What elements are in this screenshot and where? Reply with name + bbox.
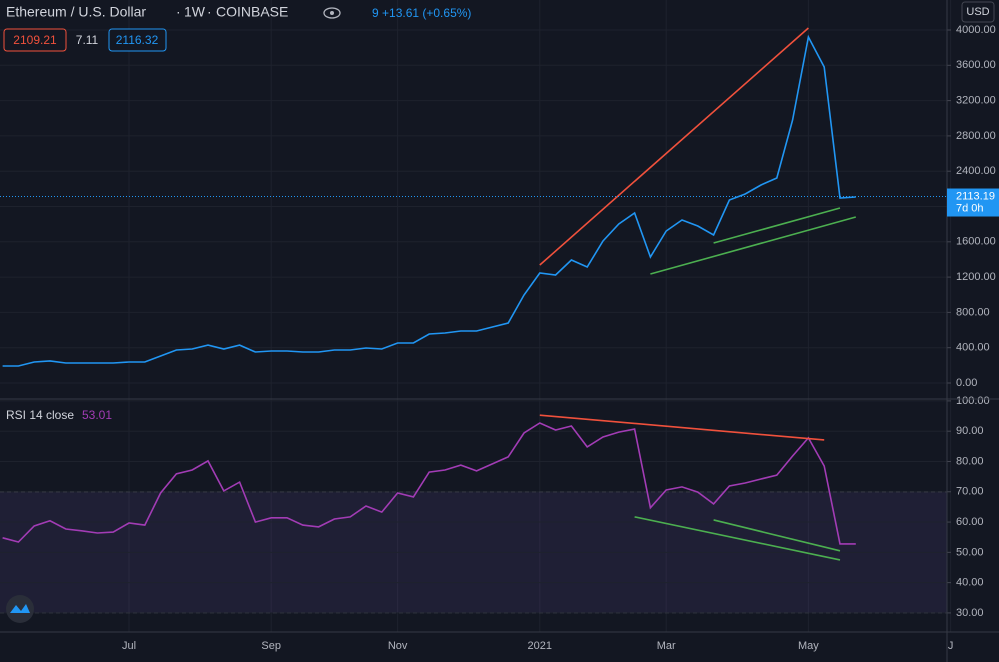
y-tick-label: 0.00 [956,377,977,389]
x-tick-label: Nov [388,640,408,652]
series-line [2,34,856,367]
x-tick-label: J [948,640,954,652]
y-tick-label: 1200.00 [956,271,996,283]
x-tick-label: Mar [657,640,676,652]
countdown: 7d 0h [956,202,984,214]
last-price-label: 2113.19 [956,190,995,202]
separator: · [176,4,181,20]
trend-line [650,216,857,275]
eye-icon[interactable] [323,7,341,19]
y-tick-label: 1600.00 [956,236,996,248]
y-tick-label: 60.00 [956,516,984,528]
y-tick-label: 30.00 [956,607,984,619]
buy-box[interactable] [108,28,167,52]
y-tick-label: 90.00 [956,425,984,437]
exchange: COINBASE [216,4,288,20]
spread: 7.11 [76,33,99,47]
separator: · [207,4,212,20]
sell-price: 2109.21 [13,33,57,47]
y-tick-label: 100.00 [956,395,990,407]
interval: 1W [184,4,206,20]
currency: USD [966,6,989,18]
trend-line [539,27,809,266]
y-tick-label: 80.00 [956,455,984,467]
y-tick-label: 400.00 [956,342,990,354]
y-tick-label: 800.00 [956,306,990,318]
y-tick-label: 2400.00 [956,165,996,177]
y-tick-label: 3200.00 [956,95,996,107]
x-tick-label: Sep [261,640,281,652]
rsi-current: 53.01 [82,408,112,422]
trend-line [713,519,841,552]
y-tick-label: 40.00 [956,577,984,589]
trend-line [634,516,841,561]
y-tick-label: 70.00 [956,486,984,498]
trend-line [713,207,841,244]
symbol-title: Ethereum / U.S. Dollar [6,4,146,20]
sell-box[interactable] [3,28,67,52]
y-tick-label: 3600.00 [956,59,996,71]
logo[interactable] [6,595,34,623]
rsi-title: RSI 14 close [6,408,74,422]
currency-box[interactable] [961,1,995,23]
x-tick-label: Jul [122,640,136,652]
y-tick-label: 2800.00 [956,130,996,142]
x-tick-label: May [798,640,819,652]
series-line [2,422,856,545]
buy-price: 2116.32 [116,33,159,47]
last-price-box [947,188,999,217]
y-tick-label: 50.00 [956,546,984,558]
x-tick-label: 2021 [528,640,552,652]
trend-line [539,414,825,441]
price-change: 9 +13.61 (+0.65%) [372,6,471,20]
y-tick-label: 4000.00 [956,24,996,36]
